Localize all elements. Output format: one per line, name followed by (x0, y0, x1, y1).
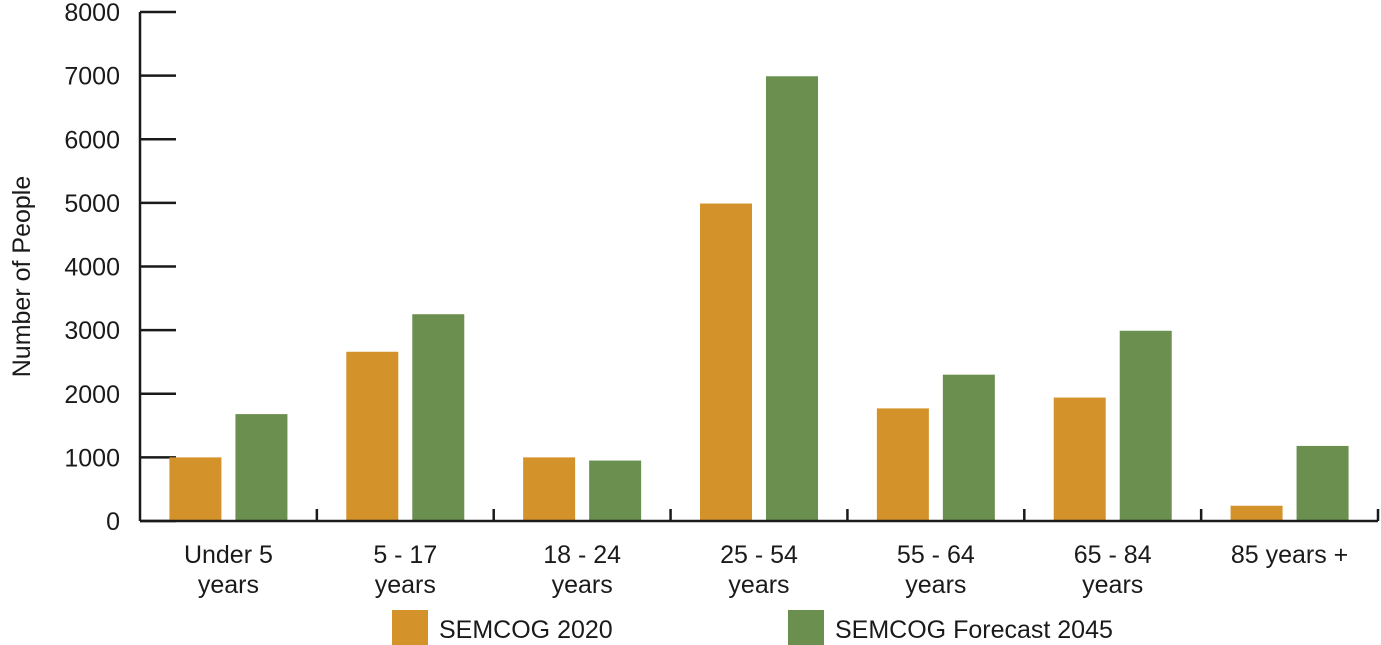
bar (1296, 445, 1349, 521)
bar (169, 457, 222, 521)
bar (1119, 330, 1172, 521)
y-tick-label: 6000 (64, 126, 120, 154)
bar (942, 374, 995, 521)
y-tick-label: 7000 (64, 63, 120, 91)
y-tick-label: 3000 (64, 317, 120, 345)
x-tick-label: 55 - 64 (897, 541, 975, 569)
bar (700, 203, 752, 522)
x-tick-label: 25 - 54 (720, 541, 798, 569)
bar (1230, 505, 1283, 521)
x-tick-label: years (1082, 571, 1143, 599)
bar (1053, 397, 1106, 521)
y-tick-label: 0 (106, 508, 120, 536)
x-tick-label: years (198, 571, 259, 599)
bar (766, 76, 818, 521)
x-tick-label: years (905, 571, 966, 599)
x-tick-label: years (375, 571, 436, 599)
legend: SEMCOG 2020 SEMCOG Forecast 2045 (392, 610, 1113, 645)
bar (235, 414, 288, 521)
legend-label: SEMCOG Forecast 2045 (835, 616, 1113, 644)
x-axis-ticks (315, 509, 1380, 521)
bar (589, 460, 642, 521)
y-tick-label: 8000 (64, 0, 120, 27)
x-tick-label: 18 - 24 (543, 541, 621, 569)
bar (523, 457, 576, 521)
y-tick-label: 2000 (64, 381, 120, 409)
y-axis-title: Number of People (8, 176, 36, 378)
x-tick-label: Under 5 (184, 541, 273, 569)
x-tick-label: 5 - 17 (373, 541, 437, 569)
y-axis-title-group: Number of People (8, 176, 36, 378)
y-tick-label: 5000 (64, 190, 120, 218)
bar (876, 408, 929, 521)
legend-swatch (788, 610, 824, 645)
y-tick-label: 4000 (64, 254, 120, 282)
y-tick-label: 1000 (64, 444, 120, 472)
legend-label: SEMCOG 2020 (439, 616, 613, 644)
bars (169, 76, 1349, 522)
bar (412, 314, 465, 521)
bar (346, 351, 399, 521)
legend-swatch (392, 610, 428, 645)
y-axis-ticks: 0 1000 2000 3000 4000 5000 6000 7000 8000 (64, 0, 176, 536)
x-tick-label: years (728, 571, 789, 599)
x-tick-label: years (552, 571, 613, 599)
x-tick-label: 85 years + (1231, 541, 1348, 569)
x-tick-label: 65 - 84 (1074, 541, 1152, 569)
